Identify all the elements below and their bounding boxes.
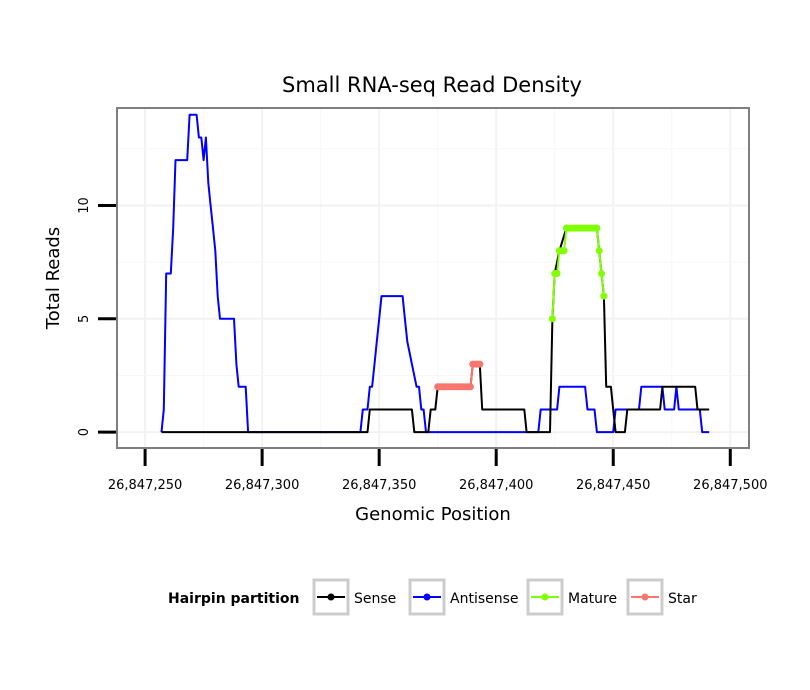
- series-mature: [548, 224, 608, 323]
- data-point-mature: [560, 247, 568, 255]
- x-tick-label: 26,847,400: [459, 478, 533, 493]
- legend-label: Mature: [568, 591, 617, 607]
- x-tick-label: 26,847,500: [693, 478, 767, 493]
- x-tick-label: 26,847,250: [108, 478, 182, 493]
- data-point-mature: [595, 247, 603, 255]
- data-point-mature: [600, 292, 608, 300]
- data-point-mature: [598, 269, 606, 277]
- data-point-mature: [548, 315, 556, 323]
- legend-key-point: [641, 593, 649, 601]
- legend-key-point: [541, 593, 549, 601]
- x-tick-label: 26,847,450: [576, 478, 650, 493]
- y-tick-label: 0: [77, 428, 92, 436]
- legend-label: Sense: [354, 591, 396, 607]
- data-point-star: [476, 360, 484, 368]
- series-layer: [160, 113, 710, 434]
- legend-key-point: [423, 593, 431, 601]
- data-point-mature: [593, 224, 601, 232]
- y-tick-label: 10: [77, 197, 92, 214]
- data-point-star: [466, 383, 474, 391]
- x-axis-title: Genomic Position: [355, 504, 511, 525]
- y-axis: 0 5 10: [77, 197, 116, 436]
- series-antisense: [160, 113, 710, 434]
- x-tick-label: 26,847,350: [342, 478, 416, 493]
- legend-item-antisense: Antisense: [408, 578, 519, 616]
- plot-background: [117, 108, 749, 448]
- legend-label: Antisense: [450, 591, 519, 607]
- y-tick-label: 5: [77, 315, 92, 323]
- x-axis: 26,847,250 26,847,300 26,847,350 26,847,400…: [108, 449, 767, 493]
- legend-item-mature: Mature: [526, 578, 617, 616]
- plot-panel: [116, 107, 750, 449]
- legend-item-star: Star: [626, 578, 697, 616]
- chart-title: Small RNA-seq Read Density: [282, 73, 582, 97]
- legend-title: Hairpin partition: [168, 591, 299, 607]
- legend: Hairpin partition Sense Antisense Mature St…: [168, 578, 697, 616]
- legend-item-sense: Sense: [312, 578, 396, 616]
- x-tick-label: 26,847,300: [225, 478, 299, 493]
- series-line-antisense: [160, 113, 710, 434]
- y-axis-title: Total Reads: [43, 227, 64, 330]
- legend-label: Star: [668, 591, 697, 607]
- legend-key-point: [327, 593, 335, 601]
- plot-border: [116, 107, 750, 449]
- data-point-mature: [553, 269, 561, 277]
- series-star: [434, 360, 484, 391]
